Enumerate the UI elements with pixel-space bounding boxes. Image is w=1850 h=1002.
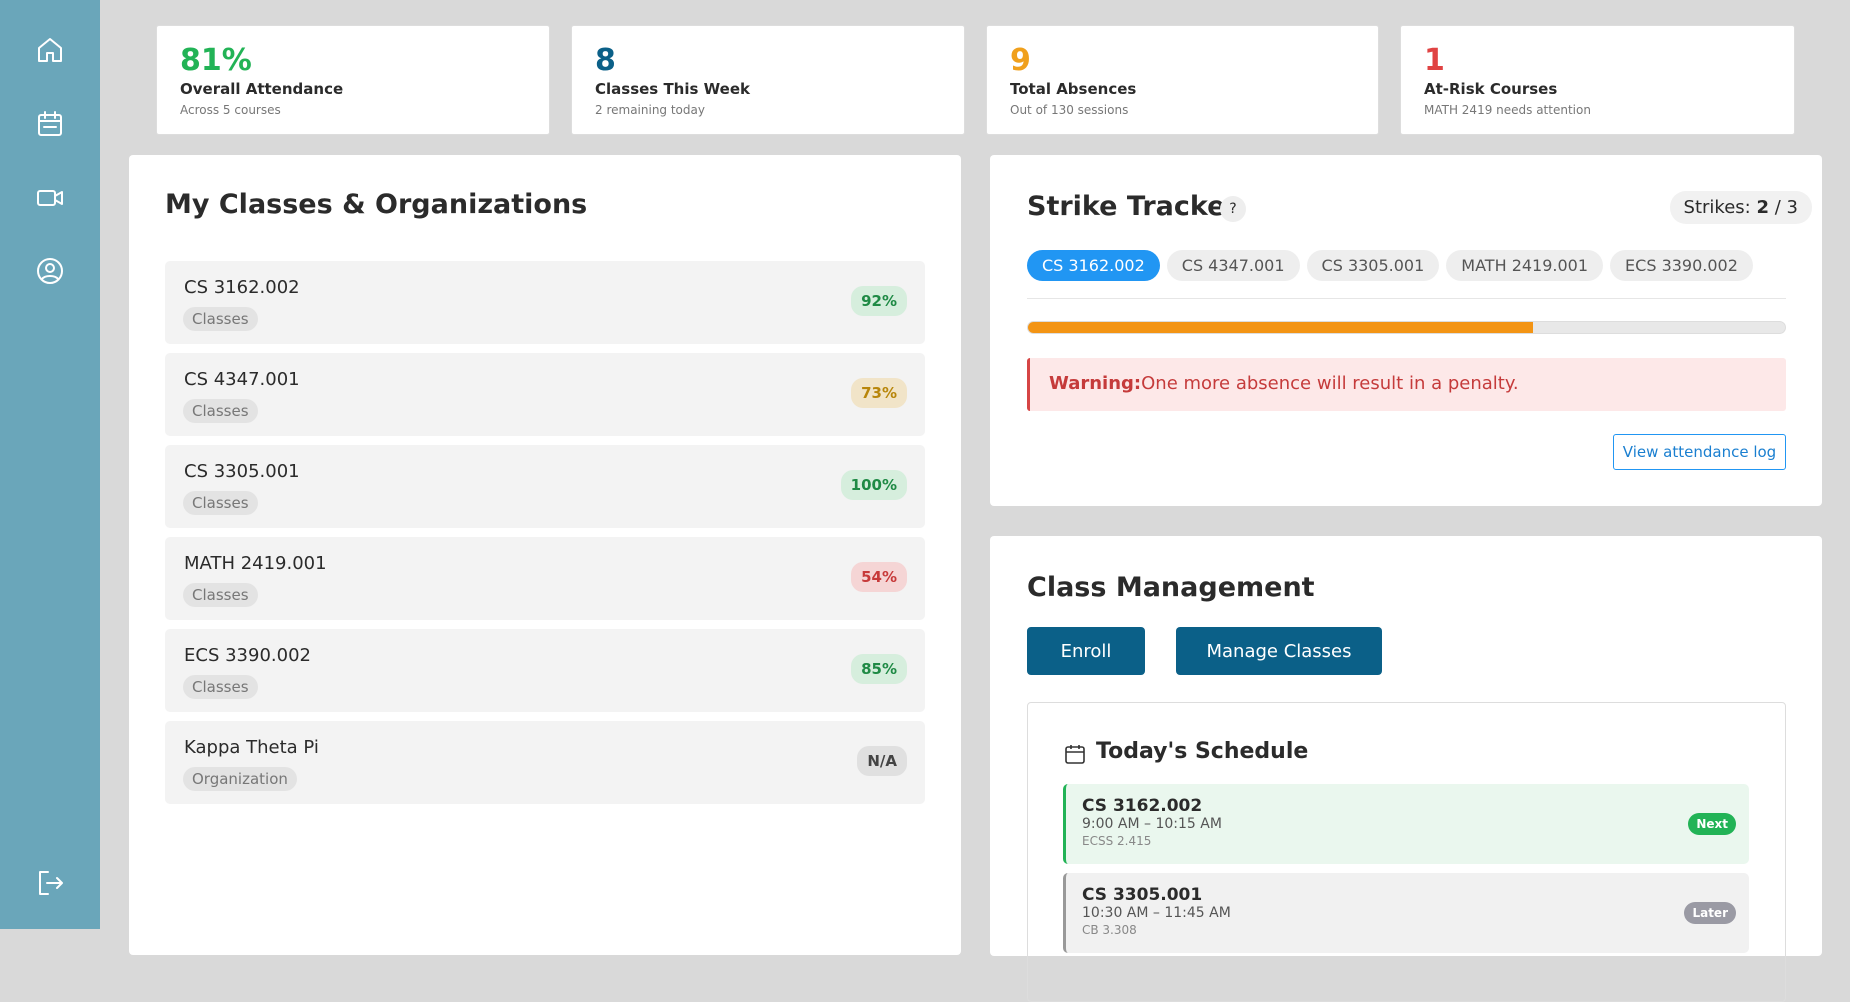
- schedule-course: CS 3305.001: [1082, 885, 1203, 905]
- stat-sub: 2 remaining today: [595, 103, 705, 117]
- class-name: Kappa Theta Pi: [184, 737, 319, 758]
- class-tag: Classes: [183, 675, 258, 699]
- class-row[interactable]: CS 3305.001 Classes 100%: [165, 445, 925, 528]
- course-tab[interactable]: CS 3305.001: [1306, 250, 1440, 281]
- class-name: ECS 3390.002: [184, 645, 311, 666]
- manage-button[interactable]: Manage Classes: [1176, 627, 1382, 675]
- class-name: MATH 2419.001: [184, 553, 327, 574]
- calendar-icon[interactable]: [34, 108, 66, 140]
- class-name: CS 3305.001: [184, 461, 300, 482]
- stat-card: 9 Total Absences Out of 130 sessions: [986, 25, 1379, 135]
- schedule-time: 9:00 AM – 10:15 AM: [1082, 816, 1222, 832]
- class-name: CS 3162.002: [184, 277, 300, 298]
- stat-sub: Across 5 courses: [180, 103, 281, 117]
- attendance-badge: 54%: [851, 562, 907, 592]
- stat-label: At-Risk Courses: [1424, 80, 1558, 98]
- attendance-badge: 73%: [851, 378, 907, 408]
- stat-label: Classes This Week: [595, 80, 750, 98]
- stat-card: 81% Overall Attendance Across 5 courses: [156, 25, 550, 135]
- stat-sub: MATH 2419 needs attention: [1424, 103, 1591, 117]
- stat-sub: Out of 130 sessions: [1010, 103, 1129, 117]
- class-row[interactable]: ECS 3390.002 Classes 85%: [165, 629, 925, 712]
- schedule-title: Today's Schedule: [1096, 739, 1309, 764]
- stat-card: 1 At-Risk Courses MATH 2419 needs attentio…: [1400, 25, 1795, 135]
- strike-panel: Strike Tracker ? Strikes: 2 / 3 CS 3162.…: [990, 155, 1822, 506]
- strike-current: 2: [1756, 197, 1769, 218]
- stat-card: 8 Classes This Week 2 remaining today: [571, 25, 965, 135]
- attendance-badge: N/A: [857, 746, 907, 776]
- class-name: CS 4347.001: [184, 369, 300, 390]
- strike-label: Strikes:: [1683, 197, 1751, 218]
- sidebar: [0, 0, 100, 929]
- class-row[interactable]: MATH 2419.001 Classes 54%: [165, 537, 925, 620]
- class-row[interactable]: CS 3162.002 Classes 92%: [165, 261, 925, 344]
- profile-icon[interactable]: [34, 255, 66, 287]
- progress-track: [1027, 321, 1786, 334]
- stat-label: Overall Attendance: [180, 80, 344, 98]
- stat-value: 8: [595, 43, 616, 78]
- stat-value: 81%: [180, 43, 252, 78]
- warning: Warning:One more absence will result in …: [1027, 358, 1786, 411]
- attendance-badge: 85%: [851, 654, 907, 684]
- attendance-badge: 92%: [851, 286, 907, 316]
- panel-title: Strike Tracker: [1027, 191, 1239, 222]
- stat-value: 9: [1010, 43, 1031, 78]
- warning-text: One more absence will result in a penalt…: [1141, 373, 1519, 394]
- course-tab[interactable]: ECS 3390.002: [1610, 250, 1753, 281]
- class-row[interactable]: CS 4347.001 Classes 73%: [165, 353, 925, 436]
- home-icon[interactable]: [34, 34, 66, 66]
- calendar-icon: [1065, 745, 1085, 764]
- attendance-badge: 100%: [840, 470, 907, 500]
- logout-icon[interactable]: [34, 867, 66, 899]
- schedule-item: CS 3305.001 10:30 AM – 11:45 AM CB 3.308 La…: [1063, 873, 1749, 953]
- strike-sep: /: [1774, 197, 1781, 218]
- strike-count: Strikes: 2 / 3: [1669, 191, 1812, 224]
- class-tag: Organization: [183, 767, 297, 791]
- divider: [1027, 298, 1786, 299]
- class-tag: Classes: [183, 307, 258, 331]
- course-tab[interactable]: CS 3162.002: [1027, 250, 1160, 281]
- management-panel: Class Management Enroll Manage Classes T…: [990, 536, 1822, 1002]
- schedule-box: Today's Schedule CS 3162.002 9:00 AM – 10…: [1027, 702, 1786, 1002]
- strike-max: 3: [1786, 197, 1798, 218]
- progress-fill: [1028, 322, 1533, 333]
- stat-value: 1: [1424, 43, 1445, 78]
- class-row[interactable]: Kappa Theta Pi Organization N/A: [165, 721, 925, 804]
- schedule-course: CS 3162.002: [1082, 796, 1203, 816]
- course-tab[interactable]: MATH 2419.001: [1446, 250, 1604, 281]
- schedule-room: CB 3.308: [1082, 923, 1137, 937]
- classes-panel: My Classes & Organizations CS 3162.002 Cl…: [129, 155, 961, 955]
- schedule-badge: Later: [1684, 902, 1736, 924]
- panel-title: My Classes & Organizations: [165, 189, 588, 220]
- help-button[interactable]: ?: [1220, 196, 1246, 222]
- video-icon[interactable]: [34, 182, 66, 214]
- schedule-room: ECSS 2.415: [1082, 834, 1152, 848]
- stat-label: Total Absences: [1010, 80, 1137, 98]
- warning-label: Warning:: [1049, 373, 1142, 394]
- schedule-time: 10:30 AM – 11:45 AM: [1082, 905, 1231, 921]
- class-tag: Classes: [183, 491, 258, 515]
- class-tag: Classes: [183, 583, 258, 607]
- enroll-button[interactable]: Enroll: [1027, 627, 1145, 675]
- schedule-item: CS 3162.002 9:00 AM – 10:15 AM ECSS 2.415 N…: [1063, 784, 1749, 864]
- course-tabs: CS 3162.002 CS 4347.001 CS 3305.001 MATH 24…: [1027, 250, 1760, 281]
- course-tab[interactable]: CS 4347.001: [1166, 250, 1300, 281]
- panel-title: Class Management: [1027, 572, 1315, 603]
- class-tag: Classes: [183, 399, 258, 423]
- log-button[interactable]: View attendance log: [1613, 434, 1786, 470]
- schedule-badge: Next: [1688, 813, 1736, 835]
